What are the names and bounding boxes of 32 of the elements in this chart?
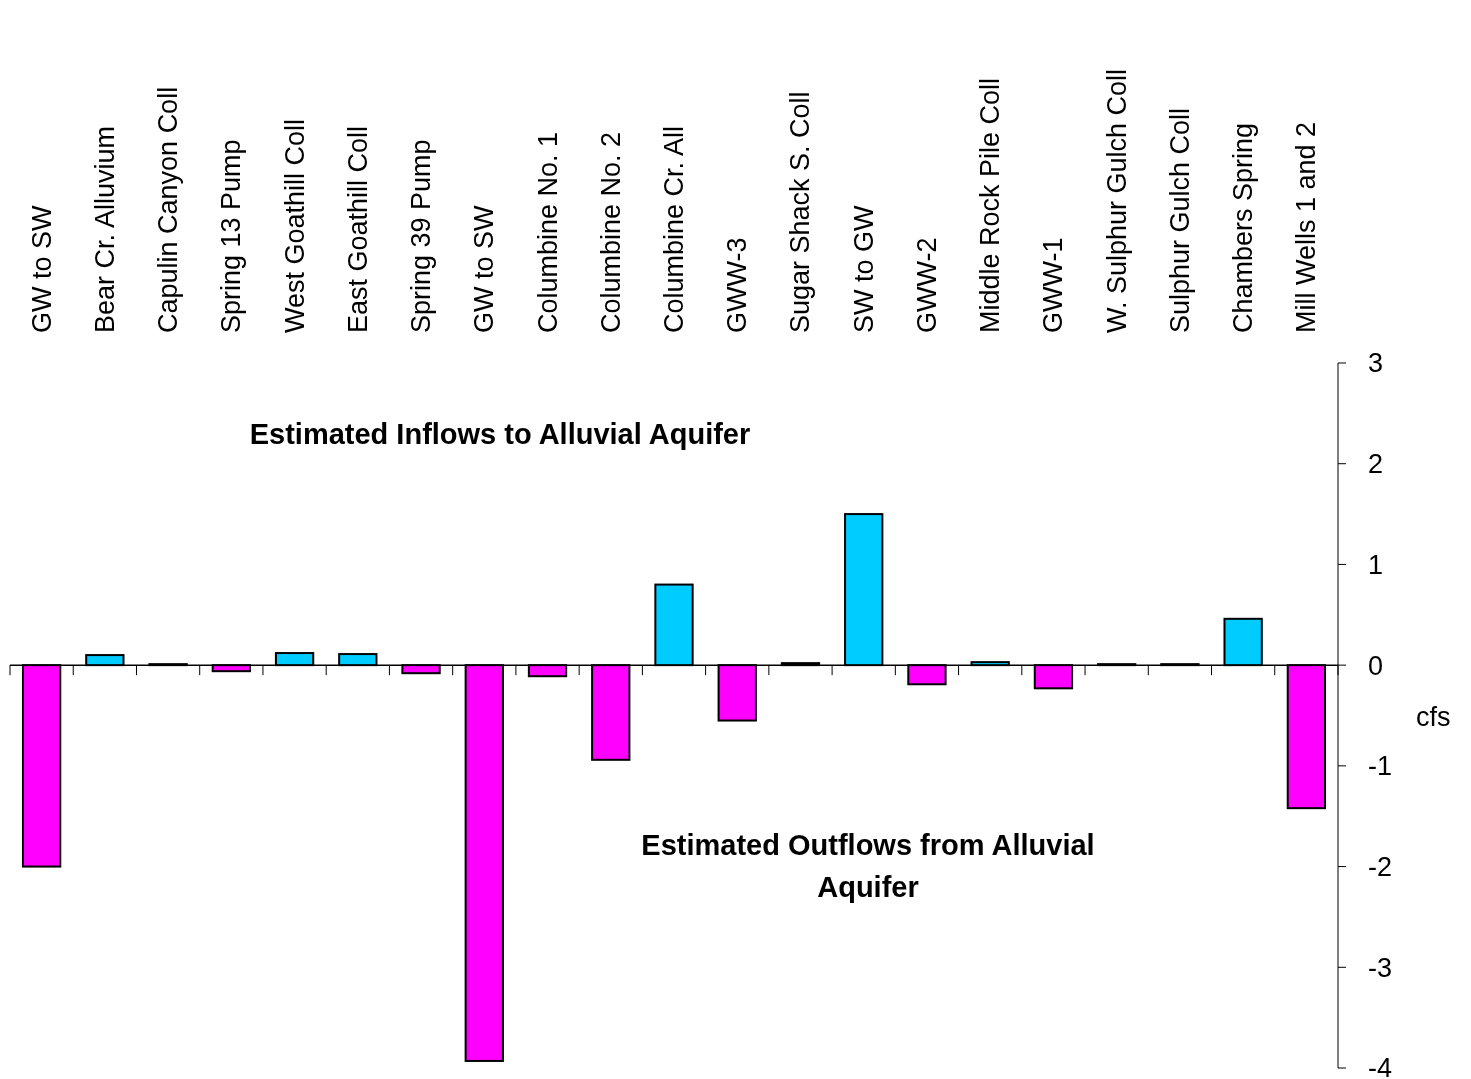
- y-tick-label: 1: [1368, 549, 1384, 580]
- x-tick-label: East Goathill Coll: [342, 125, 373, 333]
- x-tick-label: GWW-3: [722, 237, 753, 333]
- x-tick-label: Spring 39 Pump: [406, 139, 437, 333]
- annotation: Estimated Outflows from Alluvial Aquifer: [641, 829, 1095, 904]
- x-tick-label: W. Sulphur Gulch Coll: [1101, 68, 1132, 333]
- x-tick-label: Bear Cr. Alluvium: [89, 125, 120, 333]
- y-tick-label: -1: [1368, 751, 1393, 782]
- x-tick-label: SW to GW: [848, 204, 879, 333]
- x-tick-label: Sugar Shack S. Coll: [785, 91, 816, 333]
- x-tick-label: Columbine No. 1: [532, 131, 563, 333]
- y-tick-label: 3: [1368, 348, 1384, 379]
- y-tick-label: -4: [1368, 1053, 1393, 1079]
- x-tick-label: GW to SW: [469, 204, 500, 333]
- x-tick-label: Capulin Canyon Coll: [153, 86, 184, 333]
- y-tick-label: 0: [1368, 650, 1384, 681]
- x-tick-label: Chambers Spring: [1228, 122, 1259, 333]
- x-tick-label: GWW-1: [1038, 237, 1069, 333]
- x-tick-label: GWW-2: [911, 237, 942, 333]
- x-tick-label: Columbine No. 2: [595, 131, 626, 333]
- y-axis-title: cfs: [1416, 702, 1451, 733]
- y-tick-label: -3: [1368, 952, 1393, 983]
- y-tick-label: -2: [1368, 852, 1393, 883]
- y-tick-label: 2: [1368, 449, 1384, 480]
- x-tick-label: Sulphur Gulch Coll: [1164, 107, 1195, 333]
- x-tick-label: Spring 13 Pump: [216, 139, 247, 333]
- x-tick-label: GW to SW: [26, 204, 57, 333]
- annotation: Estimated Inflows to Alluvial Aquifer: [249, 418, 751, 451]
- x-tick-label: Columbine Cr. All: [659, 125, 689, 333]
- x-tick-label: Mill Wells 1 and 2: [1291, 121, 1322, 333]
- x-tick-label: Middle Rock Pile Coll: [975, 77, 1006, 333]
- x-tick-label: West Goathill Coll: [279, 118, 310, 333]
